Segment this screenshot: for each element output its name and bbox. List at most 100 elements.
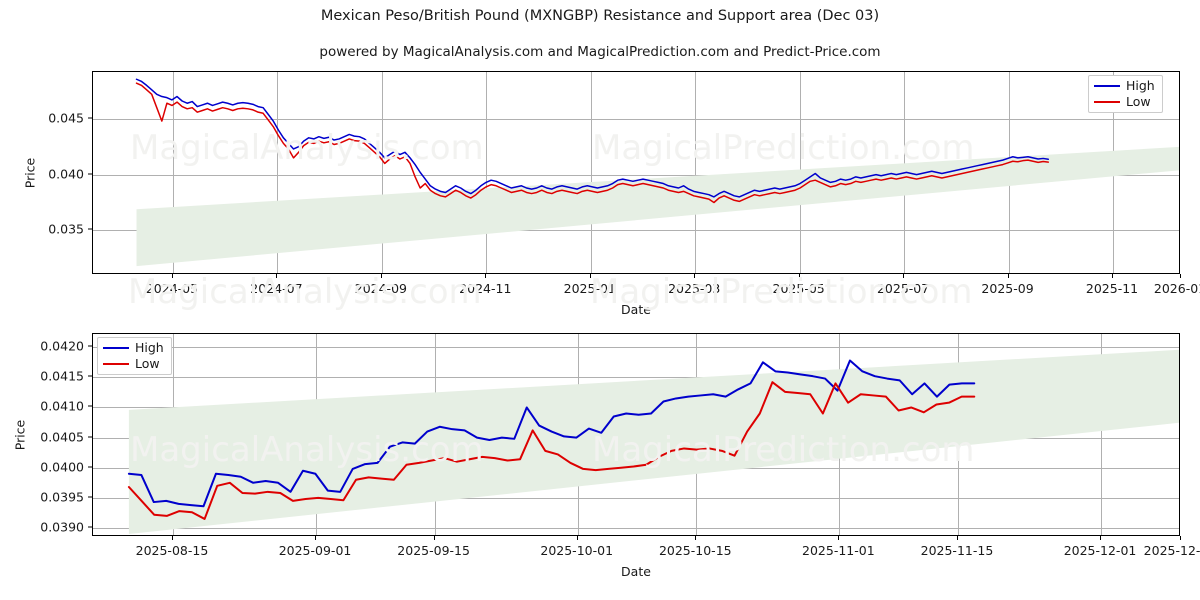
legend-swatch-high-icon bbox=[103, 347, 129, 350]
x-axis-tick-label: 2025-08-15 bbox=[135, 543, 209, 558]
x-axis-tick-label: 2025-11 bbox=[1085, 281, 1139, 296]
x-tick-mark bbox=[1100, 536, 1102, 540]
x-axis-tick-label: 2024-09 bbox=[354, 281, 407, 296]
legend-swatch-low-icon bbox=[1094, 100, 1120, 103]
x-tick-mark bbox=[433, 536, 435, 540]
detail-chart-plot-area bbox=[92, 333, 1180, 536]
legend-row-low: Low bbox=[103, 355, 164, 371]
y-tick-mark bbox=[88, 345, 92, 347]
y-tick-mark bbox=[88, 117, 92, 119]
x-tick-mark bbox=[695, 536, 697, 540]
x-axis-tick-label: 2025-10-01 bbox=[540, 543, 614, 558]
x-axis-tick-label: 2024-05 bbox=[145, 281, 199, 296]
x-axis-tick-label: 2025-09 bbox=[981, 281, 1034, 296]
x-axis-tick-label: 2025-12-01 bbox=[1063, 543, 1137, 558]
support-resistance-band bbox=[136, 146, 1179, 267]
y-axis-tick-label: 0.035 bbox=[48, 221, 84, 237]
x-axis-tick-label: 2025-09-01 bbox=[278, 543, 352, 558]
x-axis-tick-label: 2025-05 bbox=[772, 281, 825, 296]
y-axis-tick-label: 0.0405 bbox=[40, 429, 84, 445]
support-resistance-band bbox=[128, 349, 1179, 534]
page-title: Mexican Peso/British Pound (MXNGBP) Resi… bbox=[320, 8, 880, 24]
gridline-horizontal bbox=[93, 118, 1179, 120]
y-axis-tick-label: 0.0400 bbox=[40, 459, 84, 475]
x-tick-mark bbox=[1007, 274, 1009, 278]
x-tick-mark bbox=[276, 274, 278, 278]
x-tick-mark bbox=[380, 274, 382, 278]
x-tick-mark bbox=[171, 274, 173, 278]
y-tick-mark bbox=[88, 375, 92, 377]
series-line-low bbox=[127, 381, 976, 520]
y-tick-mark bbox=[88, 496, 92, 498]
x-axis-tick-label: 2024-11 bbox=[459, 281, 512, 296]
y-axis-tick-label: 0.0410 bbox=[40, 398, 84, 414]
gridline-vertical bbox=[172, 72, 174, 273]
y-axis-tick-label: 0.045 bbox=[48, 110, 84, 126]
detail-y-axis-label: Price bbox=[12, 419, 28, 450]
y-axis-tick-label: 0.040 bbox=[48, 166, 84, 182]
x-tick-mark bbox=[1180, 274, 1181, 278]
overview-chart-plot-area bbox=[92, 71, 1180, 274]
x-axis-tick-label: 2025-11-01 bbox=[802, 543, 875, 558]
gridline-vertical bbox=[486, 72, 488, 273]
gridline-horizontal bbox=[93, 497, 1179, 499]
detail-plot-clip bbox=[93, 334, 1179, 535]
series-line-low bbox=[135, 82, 1050, 204]
x-tick-mark bbox=[171, 536, 173, 540]
x-axis-tick-label: 2025-09-15 bbox=[397, 543, 470, 558]
legend-row-high: High bbox=[1094, 78, 1155, 93]
legend-label-low: Low bbox=[135, 355, 160, 371]
x-tick-mark bbox=[798, 274, 800, 278]
y-tick-mark bbox=[88, 466, 92, 468]
legend-row-low: Low bbox=[1094, 93, 1155, 109]
series-line-high bbox=[135, 78, 1050, 198]
series-layer bbox=[127, 349, 1179, 534]
y-axis-tick-label: 0.0395 bbox=[40, 489, 84, 505]
x-tick-mark bbox=[576, 536, 578, 540]
detail-chart-legend: High Low bbox=[97, 337, 172, 375]
x-tick-mark bbox=[1112, 274, 1113, 278]
page-subtitle: powered by MagicalAnalysis.com and Magic… bbox=[319, 44, 881, 60]
gridline-vertical bbox=[590, 72, 592, 273]
x-axis-tick-label: 2025-12-15 bbox=[1143, 543, 1200, 558]
gridline-vertical bbox=[695, 72, 697, 273]
x-tick-mark bbox=[485, 274, 487, 278]
detail-x-axis-label: Date bbox=[621, 564, 651, 579]
gridline-horizontal bbox=[93, 347, 1179, 349]
x-axis-tick-label: 2025-10-15 bbox=[658, 543, 732, 558]
legend-label-low: Low bbox=[1126, 93, 1151, 109]
legend-label-high: High bbox=[135, 340, 164, 355]
y-tick-mark bbox=[88, 228, 92, 230]
legend-label-high: High bbox=[1126, 78, 1155, 93]
x-tick-mark bbox=[903, 274, 905, 278]
x-tick-mark bbox=[838, 536, 840, 540]
y-tick-mark bbox=[88, 526, 92, 528]
gridline-vertical bbox=[277, 72, 279, 273]
gridline-vertical bbox=[1101, 334, 1103, 535]
y-tick-mark bbox=[88, 405, 92, 407]
x-axis-tick-label: 2024-07 bbox=[250, 281, 303, 296]
gridline-horizontal bbox=[93, 377, 1179, 379]
legend-swatch-low-icon bbox=[103, 362, 129, 365]
y-axis-tick-label: 0.0390 bbox=[40, 519, 84, 535]
x-axis-tick-label: 2025-03 bbox=[668, 281, 721, 296]
y-axis-tick-label: 0.0415 bbox=[40, 368, 84, 384]
overview-y-axis-label: Price bbox=[22, 157, 38, 188]
legend-row-high: High bbox=[103, 340, 164, 355]
x-tick-mark bbox=[589, 274, 591, 278]
series-layer bbox=[135, 78, 1179, 267]
y-tick-mark bbox=[88, 436, 92, 438]
x-tick-mark bbox=[956, 536, 958, 540]
gridline-horizontal bbox=[93, 527, 1179, 529]
y-axis-tick-label: 0.0420 bbox=[40, 338, 84, 354]
x-axis-tick-label: 2026-01 bbox=[1153, 281, 1200, 296]
x-tick-mark bbox=[1180, 536, 1181, 540]
overview-plot-clip bbox=[93, 72, 1179, 273]
gridline-horizontal bbox=[93, 230, 1179, 232]
overview-chart-legend: High Low bbox=[1088, 75, 1163, 113]
x-axis-tick-label: 2025-11-15 bbox=[920, 543, 994, 558]
x-axis-tick-label: 2025-07 bbox=[876, 281, 930, 296]
x-tick-mark bbox=[694, 274, 696, 278]
x-tick-mark bbox=[315, 536, 317, 540]
